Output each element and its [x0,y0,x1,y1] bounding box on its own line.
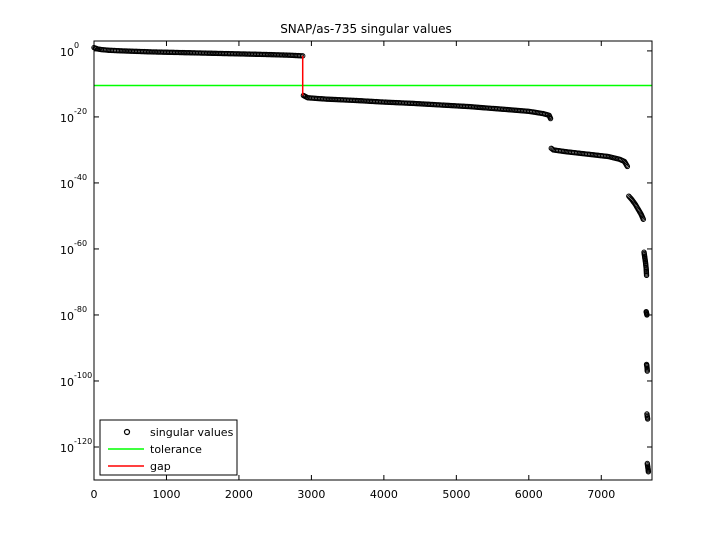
singular-value-point [640,216,646,222]
y-tick-label-base: 10 [60,178,74,191]
y-tick-label-base: 10 [60,46,74,59]
chart-title: SNAP/as-735 singular values [280,22,452,36]
legend-label-1: tolerance [150,443,202,456]
plot-frame [93,40,653,481]
y-tick-label-exponent: -60 [74,239,87,248]
y-tick-label-exponent: -40 [74,173,87,182]
y-tick-label-base: 10 [60,310,74,323]
singular-value-point [644,368,650,374]
x-tick-label: 2000 [225,488,253,501]
legend-marker-0 [123,428,131,436]
legend-label-2: gap [150,460,171,473]
x-tick-label: 4000 [370,488,398,501]
y-tick-label-exponent: -20 [74,107,87,116]
x-tick-label: 7000 [587,488,615,501]
x-tick-label: 1000 [152,488,180,501]
legend-label-0: singular values [150,426,234,439]
singular-value-point [643,272,650,279]
y-tick-label-exponent: -120 [74,437,92,446]
y-tick-label-base: 10 [60,442,74,455]
y-tick-label-base: 10 [60,112,74,125]
y-tick-label-exponent: -100 [74,371,92,380]
x-tick-label: 5000 [442,488,470,501]
x-tick-label: 3000 [297,488,325,501]
y-tick-label-base: 10 [60,244,74,257]
x-tick-label: 0 [91,488,98,501]
singular-value-point [624,163,631,170]
x-tick-label: 6000 [515,488,543,501]
y-tick-label-exponent: -80 [74,305,87,314]
singular-value-point [644,416,651,422]
singular-value-point [547,115,554,122]
y-tick-label-base: 10 [60,376,74,389]
y-tick-label-exponent: 0 [74,41,79,50]
singular-value-point [645,469,652,475]
